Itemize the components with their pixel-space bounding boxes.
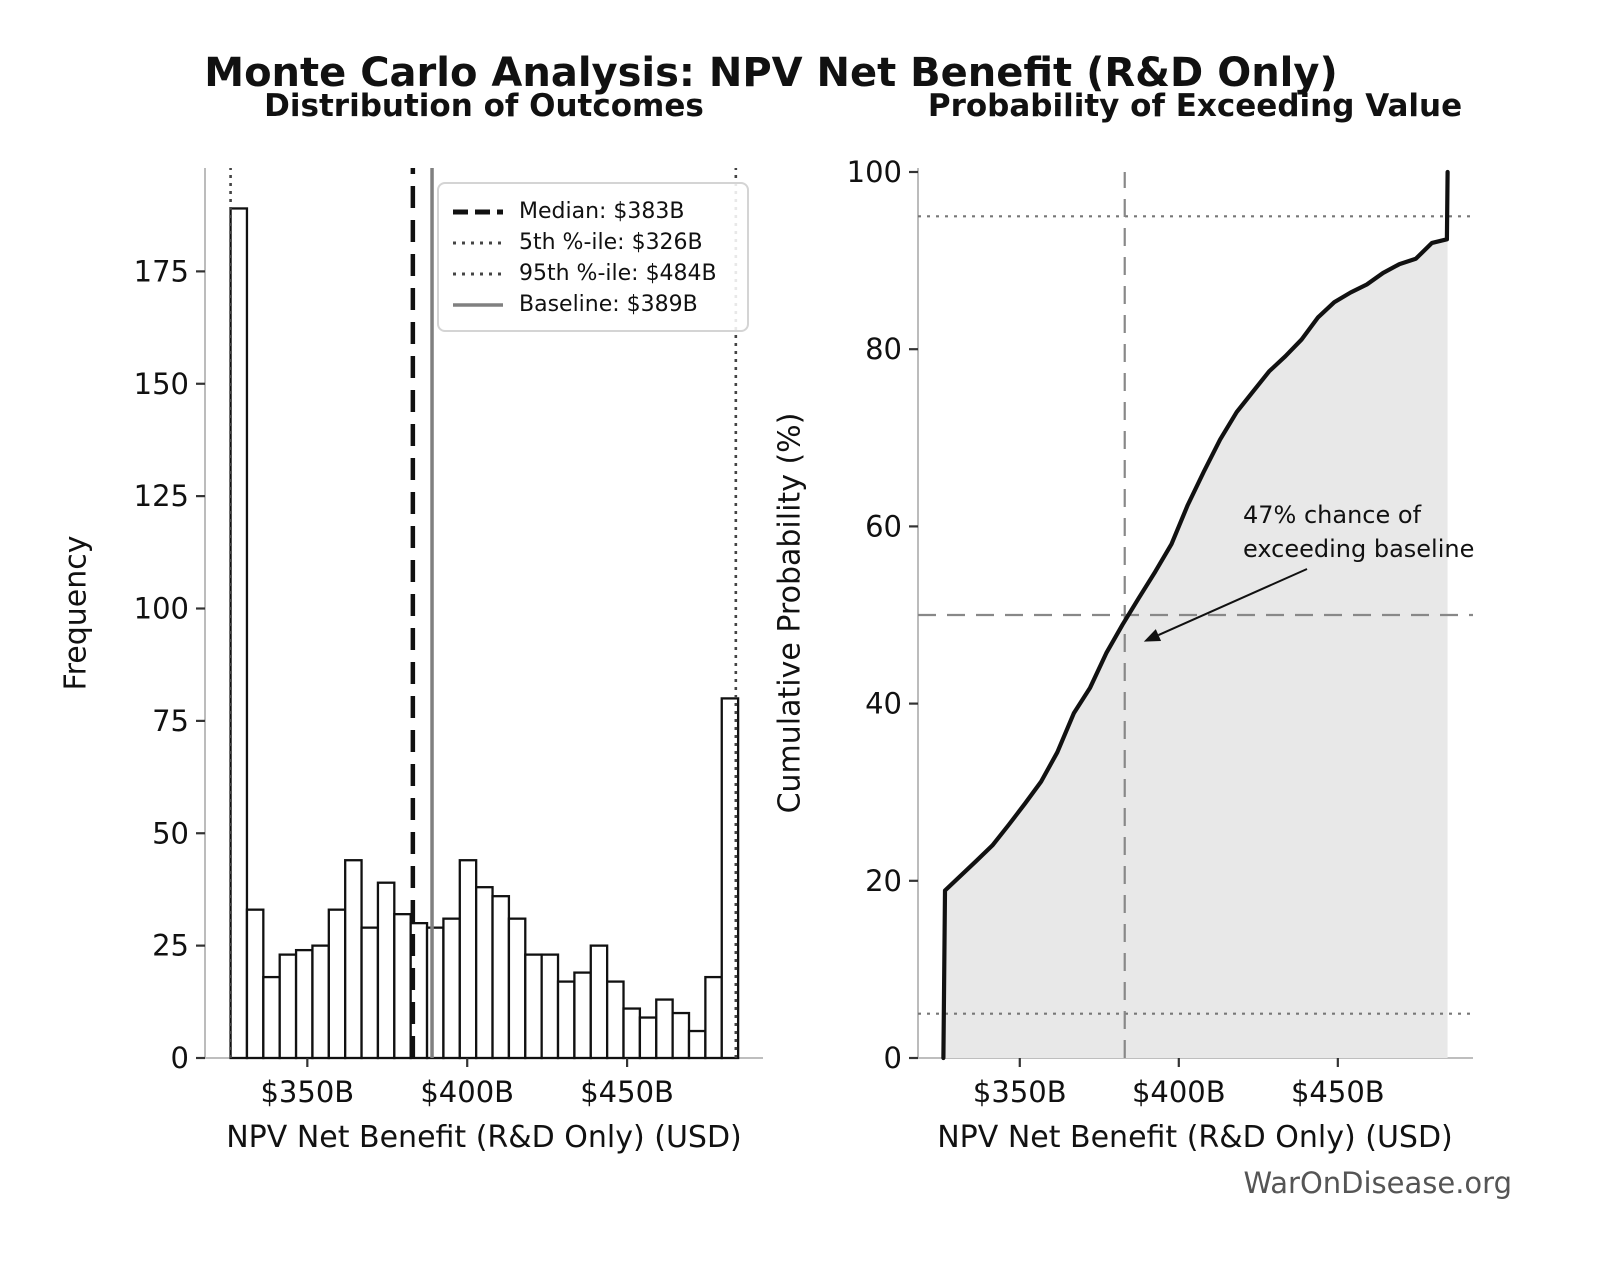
histogram-bar <box>605 980 625 1060</box>
legend-label-p95: 95th %-ile: $484B <box>519 261 717 286</box>
annotation-arrow-head <box>1143 629 1162 642</box>
histogram-bar <box>671 1011 691 1060</box>
histogram-bar <box>393 913 412 1060</box>
annotation-arrow-shaft <box>1158 568 1308 636</box>
x-tick-label: $450B <box>580 1075 674 1109</box>
histogram-bar <box>425 926 445 1060</box>
baseline-line-sample-icon <box>453 302 503 307</box>
y-tick-label: 25 <box>152 929 189 963</box>
legend-label-p5: 5th %-ile: $326B <box>519 230 703 255</box>
histogram-bar <box>540 953 560 1060</box>
legend-label-baseline: Baseline: $389B <box>519 292 698 317</box>
y-tick-label: 100 <box>847 155 902 189</box>
y-tick-label: 40 <box>865 687 902 721</box>
histogram-bar <box>720 697 740 1060</box>
y-tick-label: 0 <box>171 1041 189 1075</box>
histogram-bar <box>360 926 380 1060</box>
histogram-bar <box>327 908 347 1060</box>
histogram-bar <box>245 908 265 1060</box>
legend-item-p5: 5th %-ile: $326B <box>451 227 737 258</box>
right-plot-title: Probability of Exceeding Value <box>927 88 1463 124</box>
y-tick-label: 60 <box>865 509 902 543</box>
x-tick-label: $350B <box>973 1075 1067 1109</box>
histogram-bar <box>376 881 396 1060</box>
cdf-annotation-line2: exceeding baseline <box>1243 535 1475 563</box>
histogram-bar <box>556 980 576 1060</box>
histogram-bar <box>458 859 478 1060</box>
histogram-bar <box>311 944 330 1060</box>
left-x-axis-label: NPV Net Benefit (R&D Only) (USD) <box>226 1120 742 1155</box>
right-y-axis-label: Cumulative Probability (%) <box>772 412 808 814</box>
y-tick-label: 50 <box>152 816 189 850</box>
histogram-bar <box>524 953 543 1060</box>
histogram-bar <box>704 975 723 1060</box>
left-plot-title: Distribution of Outcomes <box>264 88 704 124</box>
legend-item-median: Median: $383B <box>451 196 737 227</box>
right-x-axis-label: NPV Net Benefit (R&D Only) (USD) <box>937 1120 1453 1155</box>
y-tick-label: 20 <box>865 864 902 898</box>
cdf-annotation: 47% chance of exceeding baseline <box>1243 498 1474 566</box>
left-y-axis-label: Frequency <box>58 535 94 691</box>
x-tick-label: $400B <box>420 1075 514 1109</box>
y-tick-label: 80 <box>865 332 902 366</box>
x-tick-label: $400B <box>1132 1075 1226 1109</box>
y-tick-label: 0 <box>884 1041 902 1075</box>
histogram-bar <box>294 948 314 1060</box>
cdf-annotation-line1: 47% chance of <box>1243 501 1422 529</box>
x-tick-label: $450B <box>1291 1075 1385 1109</box>
y-tick-label: 175 <box>134 254 189 288</box>
histogram-bar <box>507 917 527 1060</box>
histogram-bar <box>687 1029 707 1060</box>
histogram-bar <box>475 886 494 1060</box>
histogram-bar <box>622 1007 642 1060</box>
watermark: WarOnDisease.org <box>1243 1166 1512 1200</box>
x-tick-label: $350B <box>260 1075 354 1109</box>
histogram-bar <box>278 953 298 1060</box>
legend-item-p95: 95th %-ile: $484B <box>451 258 737 289</box>
y-tick-label: 150 <box>134 367 189 401</box>
histogram-bar <box>229 207 249 1060</box>
histogram-bar <box>262 975 281 1060</box>
histogram-bar <box>589 944 609 1060</box>
histogram-bar <box>573 971 592 1060</box>
y-tick-label: 125 <box>134 479 189 513</box>
p5-line-sample-icon <box>453 241 503 244</box>
cdf-curve <box>941 169 1450 1061</box>
y-tick-label: 100 <box>134 592 189 626</box>
figure-suptitle: Monte Carlo Analysis: NPV Net Benefit (R… <box>204 50 1338 96</box>
histogram-bar <box>344 859 363 1060</box>
legend-label-median: Median: $383B <box>519 199 685 224</box>
median-line-sample-icon <box>453 209 503 214</box>
legend-box: Median: $383B 5th %-ile: $326B 95th %-il… <box>437 182 749 332</box>
y-tick-label: 75 <box>152 704 189 738</box>
histogram-bar <box>655 998 674 1060</box>
histogram-bar <box>442 917 461 1060</box>
histogram-bar <box>638 1016 658 1060</box>
p95-line-sample-icon <box>453 272 503 275</box>
histogram-bar <box>491 895 511 1060</box>
legend-item-baseline: Baseline: $389B <box>451 289 737 320</box>
